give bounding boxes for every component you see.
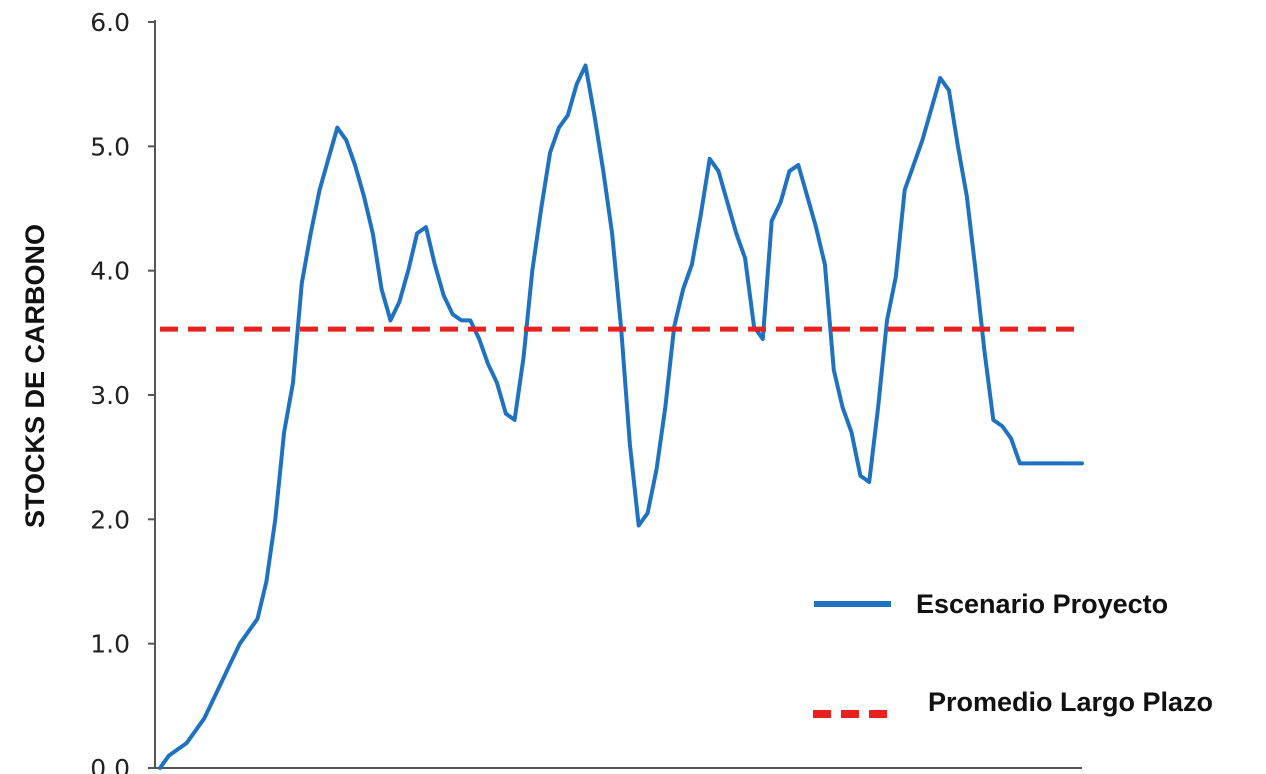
legend-label-escenario-proyecto: Escenario Proyecto [916,589,1168,619]
y-tick-label: 6.0 [90,8,130,37]
y-tick-label: 1.0 [90,630,130,659]
y-tick-label: 5.0 [90,132,130,161]
y-axis-label: STOCKS DE CARBONO [20,224,50,528]
axes [154,20,1082,769]
series-group [158,63,1084,770]
y-tick-label: 3.0 [90,381,130,410]
legend-label-promedio-largo-plazo: Promedio Largo Plazo [928,687,1213,717]
y-tick-label: 2.0 [90,505,130,534]
legend: Escenario Proyecto Promedio Largo Plazo [813,589,1213,718]
y-ticks: 0.0 1.0 2.0 3.0 4.0 5.0 6.0 [90,8,155,774]
series-line-escenario-proyecto [158,63,1084,770]
y-tick-label: 0.0 [90,754,130,774]
y-tick-label: 4.0 [90,257,130,286]
